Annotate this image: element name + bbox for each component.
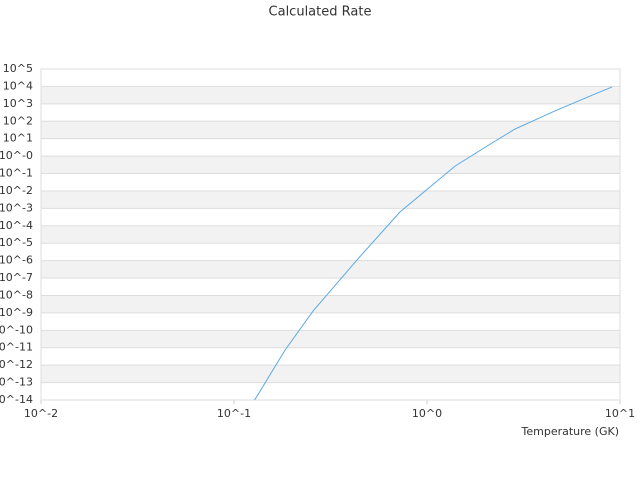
y-tick-label: 10^-11 — [0, 341, 33, 354]
x-tick-label: 10^1 — [605, 407, 635, 420]
y-tick-label: 10^-6 — [0, 254, 33, 267]
y-tick-label: 10^-9 — [0, 306, 33, 319]
grid-band — [41, 330, 620, 348]
x-tick-label: 10^-2 — [24, 407, 58, 420]
grid-band — [41, 225, 620, 244]
y-tick-label: 10^-1 — [0, 167, 33, 180]
y-tick-label: 10^3 — [3, 97, 33, 110]
y-tick-label: 10^-13 — [0, 376, 33, 389]
grid-band — [41, 121, 620, 139]
y-tick-label: 10^-2 — [0, 184, 33, 197]
x-axis-label: Temperature (GK) — [521, 425, 620, 438]
y-tick-label: 10^-12 — [0, 358, 33, 371]
x-tick-label: 10^-1 — [217, 407, 251, 420]
y-tick-label: 10^-14 — [0, 393, 33, 406]
y-tick-label: 10^-3 — [0, 201, 33, 214]
x-tick-label: 10^0 — [412, 407, 442, 420]
plot-frame — [40, 68, 621, 401]
y-tick-label: 10^4 — [3, 79, 33, 92]
y-tick-label: 10^-10 — [0, 323, 33, 336]
grid-band — [41, 260, 620, 279]
chart-title: Calculated Rate — [269, 5, 372, 20]
y-tick-label: 10^-4 — [0, 219, 33, 232]
y-tick-label: 10^1 — [3, 132, 33, 145]
y-tick-label: 10^5 — [3, 62, 33, 75]
y-tick-label: 10^-8 — [0, 288, 33, 301]
data-line — [254, 86, 613, 401]
grid-band — [41, 86, 620, 104]
grid-band — [41, 190, 620, 209]
grid-band — [41, 295, 620, 313]
y-tick-label: 10^-7 — [0, 271, 33, 284]
y-tick-label: 10^-0 — [0, 149, 33, 162]
grid-band — [41, 365, 620, 383]
grid-band — [41, 156, 620, 174]
y-tick-label: 10^-5 — [0, 236, 33, 249]
y-tick-label: 10^2 — [3, 114, 33, 127]
